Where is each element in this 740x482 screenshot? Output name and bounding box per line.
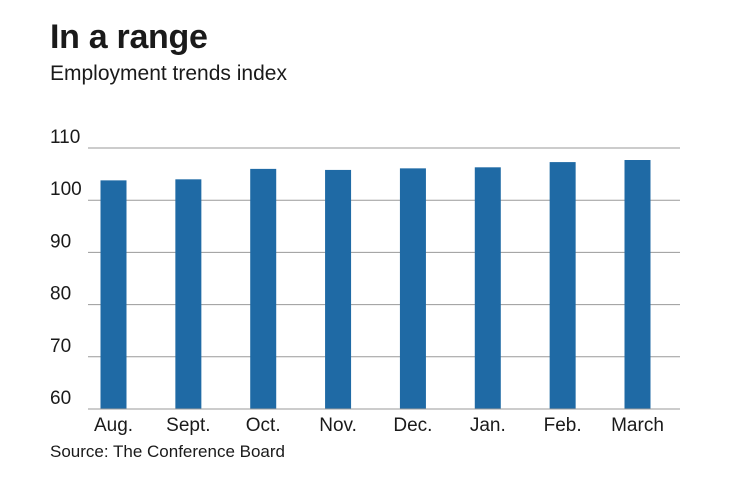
x-tick-label: Nov. bbox=[319, 415, 357, 436]
x-tick-label: Sept. bbox=[166, 415, 210, 436]
y-axis-ticks: 60 70 80 90 100 110 bbox=[50, 127, 82, 409]
source-note: Source: The Conference Board bbox=[50, 442, 285, 461]
chart-title: In a range bbox=[50, 18, 208, 56]
y-tick-label: 90 bbox=[50, 231, 71, 252]
bar bbox=[549, 162, 576, 409]
y-tick-label: 110 bbox=[50, 127, 80, 148]
x-tick-label: Oct. bbox=[246, 415, 281, 436]
bar bbox=[624, 160, 651, 409]
bar bbox=[399, 168, 426, 409]
bar bbox=[175, 179, 202, 409]
x-tick-label: Aug. bbox=[94, 415, 133, 436]
y-tick-label: 70 bbox=[50, 336, 71, 357]
x-tick-label: Dec. bbox=[393, 415, 432, 436]
y-tick-label: 100 bbox=[50, 179, 82, 200]
y-tick-label: 80 bbox=[50, 284, 71, 305]
y-tick-label: 60 bbox=[50, 388, 71, 409]
bar-chart: 60 70 80 90 100 110 Aug. Sept. Oct. Nov. Dec. Jan.… bbox=[50, 127, 680, 436]
bar bbox=[100, 180, 127, 409]
bar bbox=[474, 167, 501, 409]
x-tick-label: Feb. bbox=[544, 415, 582, 436]
bar bbox=[250, 168, 277, 409]
bars bbox=[100, 160, 651, 409]
bar bbox=[325, 169, 352, 409]
x-tick-label: Jan. bbox=[470, 415, 506, 436]
x-tick-label: March bbox=[611, 415, 664, 436]
x-axis-ticks: Aug. Sept. Oct. Nov. Dec. Jan. Feb. March bbox=[94, 415, 664, 436]
chart-subtitle: Employment trends index bbox=[50, 62, 287, 85]
